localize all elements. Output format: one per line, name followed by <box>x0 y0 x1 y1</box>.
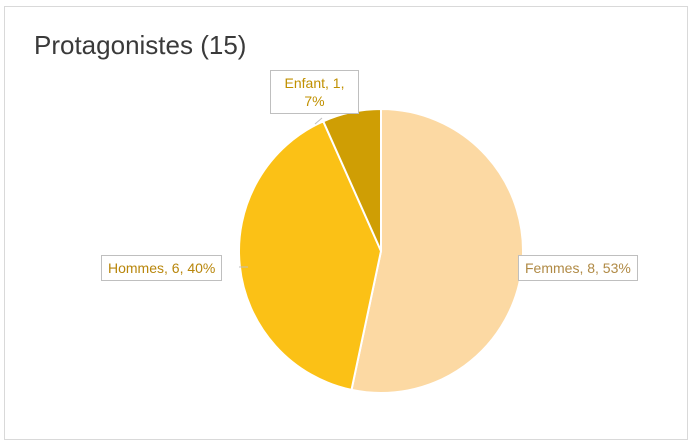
pie-slice-hommes <box>238 119 383 392</box>
chart-title: Protagonistes (15) <box>34 30 247 60</box>
leader-line-enfant <box>314 117 323 125</box>
data-label-femmes: Femmes, 8, 53% <box>518 255 638 281</box>
data-label-enfant: Enfant, 1, 7% <box>270 70 359 114</box>
pie-slices <box>238 107 524 394</box>
data-label-hommes: Hommes, 6, 40% <box>101 255 223 281</box>
